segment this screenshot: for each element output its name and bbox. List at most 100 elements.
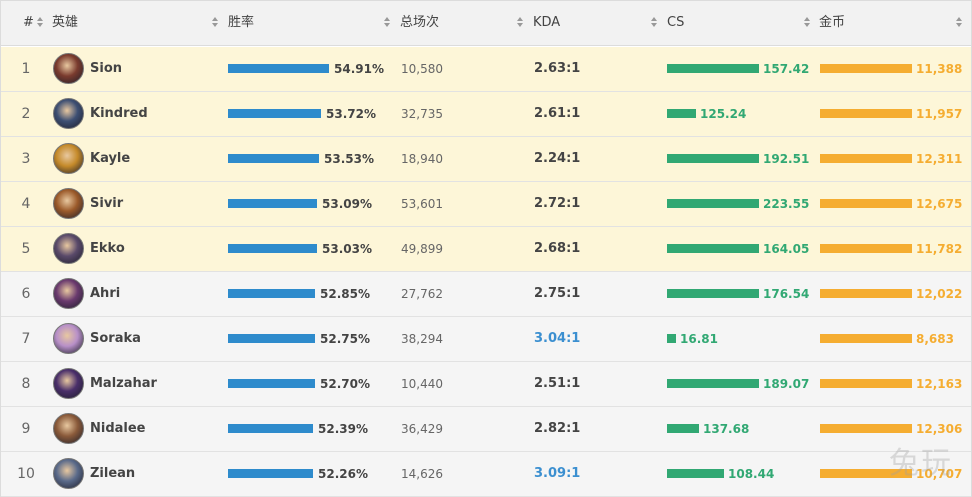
games-value: 14,626 — [401, 467, 443, 481]
kda-value: 2.82:1 — [534, 421, 581, 436]
kda-value: 2.63:1 — [534, 61, 581, 76]
kda-value: 2.68:1 — [534, 241, 581, 256]
gold-bar — [820, 244, 912, 253]
kda-value: 3.09:1 — [534, 466, 581, 481]
cs-bar — [667, 424, 699, 433]
winrate-bar — [228, 469, 313, 478]
sort-icon[interactable] — [517, 17, 523, 29]
rank-number: 7 — [21, 331, 31, 347]
sort-icon[interactable] — [651, 17, 657, 29]
champion-name[interactable]: Zilean — [90, 466, 136, 481]
cs-value: 192.51 — [763, 152, 810, 166]
winrate-bar — [228, 289, 315, 298]
header-rank[interactable]: # — [23, 15, 34, 30]
cs-value: 137.68 — [703, 422, 750, 436]
header-games[interactable]: 总场次 — [400, 15, 440, 30]
sort-icon[interactable] — [212, 17, 218, 29]
table-row[interactable]: 1 Sion 54.91% 10,580 2.63:1 157.42 11,388 — [1, 47, 971, 92]
table-row[interactable]: 7 Soraka 52.75% 38,294 3.04:1 16.81 8,683 — [1, 317, 971, 362]
winrate-bar — [228, 199, 317, 208]
champion-avatar[interactable] — [53, 233, 84, 264]
champion-name[interactable]: Malzahar — [90, 376, 157, 391]
champion-name[interactable]: Kayle — [90, 151, 131, 166]
gold-value: 11,957 — [916, 107, 963, 121]
rank-number: 6 — [21, 286, 31, 302]
cs-value: 176.54 — [763, 287, 810, 301]
table-row[interactable]: 9 Nidalee 52.39% 36,429 2.82:1 137.68 12,306 — [1, 407, 971, 452]
champion-avatar[interactable] — [53, 188, 84, 219]
gold-bar — [820, 424, 912, 433]
winrate-value: 52.85% — [320, 287, 370, 301]
winrate-value: 52.26% — [318, 467, 368, 481]
champion-name[interactable]: Nidalee — [90, 421, 146, 436]
table-row[interactable]: 10 Zilean 52.26% 14,626 3.09:1 108.44 10,707 — [1, 452, 971, 497]
watermark: 兔玩 — [889, 446, 953, 481]
rank-number: 5 — [21, 241, 31, 257]
sort-icon[interactable] — [956, 17, 962, 29]
gold-bar — [820, 64, 912, 73]
champion-avatar[interactable] — [53, 368, 84, 399]
games-value: 10,440 — [401, 377, 443, 391]
games-value: 36,429 — [401, 422, 443, 436]
rank-number: 1 — [21, 61, 31, 77]
cs-bar — [667, 199, 759, 208]
gold-bar — [820, 379, 912, 388]
table-row[interactable]: 6 Ahri 52.85% 27,762 2.75:1 176.54 12,022 — [1, 272, 971, 317]
champion-avatar[interactable] — [53, 278, 84, 309]
games-value: 49,899 — [401, 242, 443, 256]
gold-value: 8,683 — [916, 332, 954, 346]
champion-name[interactable]: Kindred — [90, 106, 148, 121]
champion-avatar[interactable] — [53, 143, 84, 174]
header-winrate[interactable]: 胜率 — [228, 15, 255, 30]
table-row[interactable]: 8 Malzahar 52.70% 10,440 2.51:1 189.07 12,163 — [1, 362, 971, 407]
kda-value: 2.72:1 — [534, 196, 581, 211]
winrate-value: 52.70% — [320, 377, 370, 391]
games-value: 18,940 — [401, 152, 443, 166]
champion-name[interactable]: Sivir — [90, 196, 124, 211]
header-kda[interactable]: KDA — [533, 15, 561, 30]
games-value: 53,601 — [401, 197, 443, 211]
winrate-bar — [228, 64, 329, 73]
winrate-bar — [228, 244, 317, 253]
games-value: 27,762 — [401, 287, 443, 301]
champion-avatar[interactable] — [53, 53, 84, 84]
table-row[interactable]: 3 Kayle 53.53% 18,940 2.24:1 192.51 12,311 — [1, 137, 971, 182]
kda-value: 2.75:1 — [534, 286, 581, 301]
champion-name[interactable]: Ekko — [90, 241, 125, 256]
table-row[interactable]: 4 Sivir 53.09% 53,601 2.72:1 223.55 12,675 — [1, 182, 971, 227]
sort-icon[interactable] — [804, 17, 810, 29]
winrate-value: 52.75% — [320, 332, 370, 346]
winrate-value: 53.53% — [324, 152, 374, 166]
table-row[interactable]: 5 Ekko 53.03% 49,899 2.68:1 164.05 11,782 — [1, 227, 971, 272]
header-hero[interactable]: 英雄 — [52, 15, 79, 30]
gold-bar — [820, 199, 912, 208]
winrate-value: 52.39% — [318, 422, 368, 436]
table-row[interactable]: 2 Kindred 53.72% 32,735 2.61:1 125.24 11,957 — [1, 92, 971, 137]
champion-avatar[interactable] — [53, 413, 84, 444]
kda-value: 2.61:1 — [534, 106, 581, 121]
champion-name[interactable]: Ahri — [90, 286, 121, 301]
header-cs[interactable]: CS — [667, 15, 685, 30]
sort-icon[interactable] — [384, 17, 390, 29]
cs-value: 164.05 — [763, 242, 810, 256]
sort-icon[interactable] — [37, 17, 43, 29]
rank-number: 2 — [21, 106, 31, 122]
winrate-value: 54.91% — [334, 62, 384, 76]
gold-bar — [820, 469, 912, 478]
rank-number: 8 — [21, 376, 31, 392]
champion-name[interactable]: Soraka — [90, 331, 141, 346]
header-gold[interactable]: 金币 — [819, 15, 846, 30]
cs-value: 157.42 — [763, 62, 810, 76]
champion-avatar[interactable] — [53, 98, 84, 129]
cs-bar — [667, 289, 759, 298]
gold-value: 12,306 — [916, 422, 963, 436]
winrate-bar — [228, 109, 321, 118]
cs-bar — [667, 64, 759, 73]
champion-avatar[interactable] — [53, 458, 84, 489]
gold-bar — [820, 334, 912, 343]
cs-bar — [667, 244, 759, 253]
champion-avatar[interactable] — [53, 323, 84, 354]
champion-name[interactable]: Sion — [90, 61, 123, 76]
winrate-bar — [228, 154, 319, 163]
